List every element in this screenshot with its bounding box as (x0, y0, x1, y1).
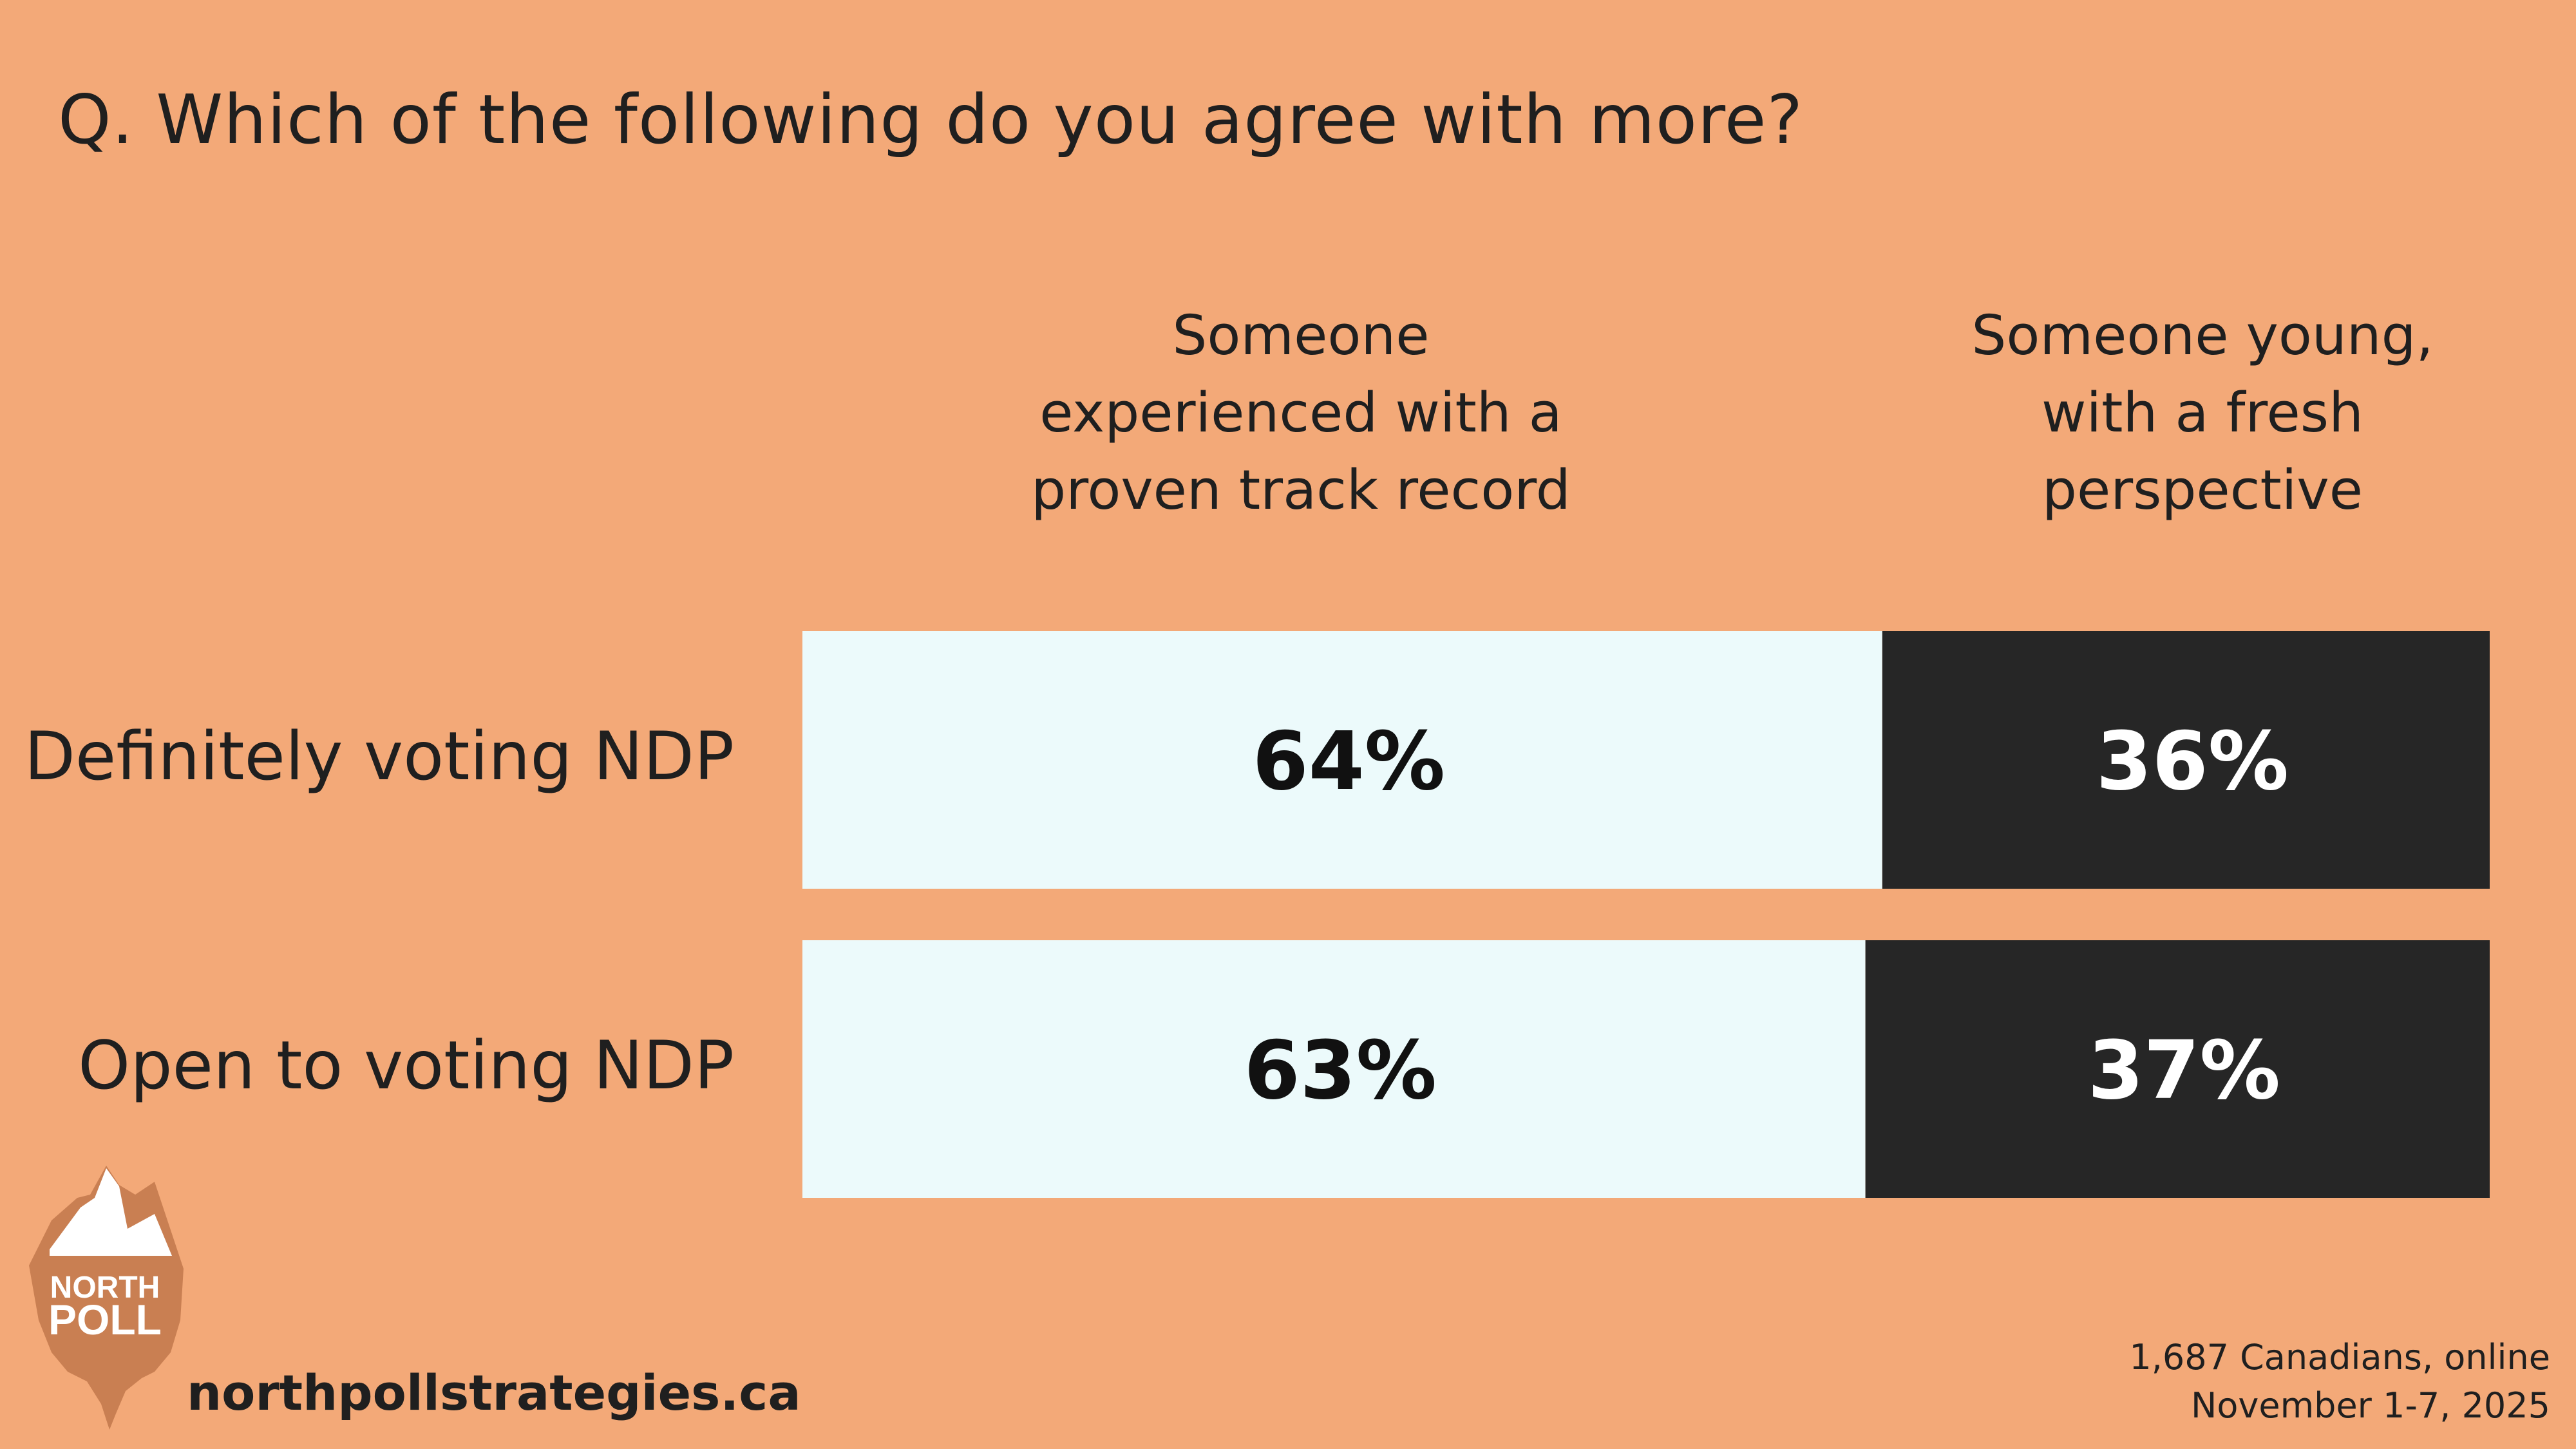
row-label-definitely: Definitely voting NDP (24, 718, 734, 795)
column-header-young-line: perspective (2041, 459, 2363, 522)
column-header-experienced-line: proven track record (1031, 459, 1571, 522)
bar-value-label: 36% (2096, 715, 2289, 808)
logo-text-poll: POLL (48, 1296, 162, 1343)
column-header-young: Someone young, with a fresh perspective (1868, 298, 2537, 529)
column-header-young-line: Someone young, (1971, 304, 2434, 368)
sample-size: 1,687 Canadians, online (2129, 1337, 2550, 1378)
bar-segment (802, 940, 1866, 1198)
column-header-young-line: with a fresh (2041, 381, 2363, 445)
bar-segment (1882, 631, 2490, 889)
sample-footnote: 1,687 Canadians, online November 1-7, 20… (2129, 1333, 2550, 1430)
bar-value-label: 64% (1253, 715, 1445, 808)
north-poll-logo: NORTH POLL (29, 1166, 184, 1430)
column-header-experienced-line: Someone (1172, 304, 1430, 368)
column-header-experienced: Someone experienced with a proven track … (940, 298, 1662, 529)
bar-value-label: 37% (2088, 1024, 2280, 1117)
logo-text-north: NORTH (50, 1271, 160, 1305)
question-title: Q. Which of the following do you agree w… (58, 80, 1804, 159)
row-label-open: Open to voting NDP (78, 1027, 734, 1104)
bar-segment (1865, 940, 2490, 1198)
column-header-experienced-line: experienced with a (1039, 381, 1562, 445)
bar-segment (802, 631, 1882, 889)
fieldwork-dates: November 1-7, 2025 (2190, 1385, 2550, 1426)
bar-value-label: 63% (1244, 1024, 1437, 1117)
website-url[interactable]: northpollstrategies.ca (187, 1364, 801, 1421)
